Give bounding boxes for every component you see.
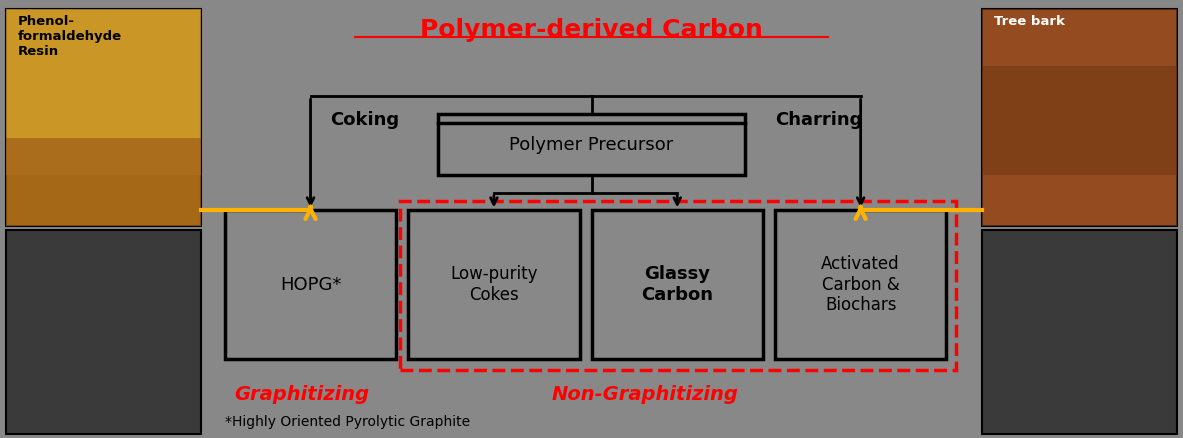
Text: Tree bark: Tree bark <box>994 15 1065 28</box>
Bar <box>400 201 956 370</box>
Text: Phenol-
formaldehyde
Resin: Phenol- formaldehyde Resin <box>18 15 122 58</box>
Bar <box>6 230 201 434</box>
Text: Polymer Precursor: Polymer Precursor <box>510 135 673 154</box>
Bar <box>408 210 580 359</box>
Bar <box>6 9 201 175</box>
Bar <box>592 210 763 359</box>
Text: Glassy
Carbon: Glassy Carbon <box>641 265 713 304</box>
Bar <box>6 138 201 226</box>
Text: Activated
Carbon &
Biochars: Activated Carbon & Biochars <box>821 255 900 314</box>
Text: Graphitizing: Graphitizing <box>234 385 369 404</box>
Bar <box>982 9 1177 226</box>
Bar <box>438 114 745 175</box>
Text: *Highly Oriented Pyrolytic Graphite: *Highly Oriented Pyrolytic Graphite <box>225 415 470 429</box>
Bar <box>775 210 946 359</box>
Bar <box>982 9 1177 226</box>
Text: Coking: Coking <box>330 111 399 130</box>
Bar <box>6 9 201 226</box>
Text: Low-purity
Cokes: Low-purity Cokes <box>451 265 537 304</box>
Text: Non-Graphitizing: Non-Graphitizing <box>551 385 738 404</box>
Bar <box>6 9 201 226</box>
Bar <box>982 66 1177 175</box>
Text: Charring: Charring <box>775 111 862 130</box>
Bar <box>982 230 1177 434</box>
Text: Polymer-derived Carbon: Polymer-derived Carbon <box>420 18 763 42</box>
Bar <box>225 210 396 359</box>
Text: HOPG*: HOPG* <box>280 276 341 294</box>
